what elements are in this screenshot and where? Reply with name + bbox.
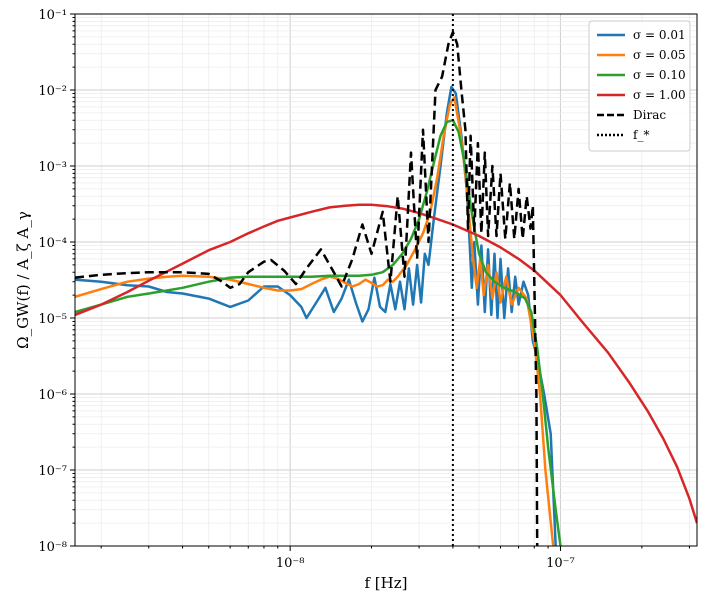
y-tick-label: 10⁻⁴	[38, 236, 67, 251]
legend-label: σ = 0.01	[633, 28, 686, 42]
legend-label: σ = 0.05	[633, 48, 686, 62]
y-tick-label: 10⁻²	[38, 84, 67, 99]
legend-box	[588, 20, 691, 152]
legend: σ = 0.01 σ = 0.05 σ = 0.10 σ = 1.00 Dirac f_*	[588, 20, 691, 152]
y-tick-label: 10⁻¹	[38, 8, 67, 23]
series-layer	[75, 30, 697, 546]
grid	[75, 13, 697, 547]
series-line	[75, 118, 562, 546]
legend-label: f_*	[633, 128, 649, 142]
y-tick-label: 10⁻⁶	[38, 388, 67, 403]
y-tick-label: 10⁻³	[38, 160, 67, 175]
series-line	[75, 96, 555, 546]
y-tick-label: 10⁻⁷	[38, 464, 67, 479]
legend-label: σ = 0.10	[633, 68, 686, 82]
plot-frame	[74, 13, 698, 547]
y-axis-label: Ω_GW(f) / A_ζ A_γ	[14, 211, 32, 349]
x-tick-label: 10⁻⁸	[276, 556, 305, 571]
legend-label: σ = 1.00	[633, 88, 686, 102]
series-line	[75, 85, 557, 546]
axis-ticks: 10⁻⁸ 10⁻⁷ 10⁻⁸ 10⁻⁷ 10⁻⁶ 10⁻⁵ 10⁻⁴ 10⁻³ 10⁻² 10⁻¹	[38, 8, 690, 571]
x-axis-label: f [Hz]	[364, 574, 407, 592]
x-tick-label: 10⁻⁷	[546, 556, 575, 571]
series-line	[75, 30, 539, 546]
series-line	[75, 203, 697, 524]
legend-label: Dirac	[633, 108, 666, 122]
y-tick-label: 10⁻⁸	[38, 540, 67, 555]
y-tick-label: 10⁻⁵	[38, 312, 67, 327]
